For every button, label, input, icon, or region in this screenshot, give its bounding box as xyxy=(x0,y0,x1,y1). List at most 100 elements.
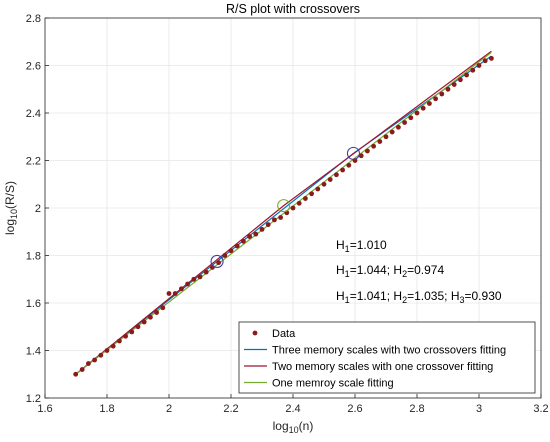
data-point xyxy=(191,276,197,282)
data-point xyxy=(98,352,104,358)
y-tick-label: 1.8 xyxy=(26,251,41,263)
x-tick-label: 3 xyxy=(476,403,482,415)
data-point xyxy=(365,148,370,154)
x-tick-label: 1.8 xyxy=(99,403,114,415)
data-point xyxy=(296,200,302,206)
data-point xyxy=(234,243,240,249)
data-point xyxy=(389,129,395,135)
crossover-markers xyxy=(210,146,361,268)
x-tick-label: 3.2 xyxy=(533,403,548,415)
data-point xyxy=(179,286,184,292)
data-point xyxy=(253,231,259,237)
y-tick-label: 1.2 xyxy=(26,393,41,405)
data-point xyxy=(420,105,426,111)
data-point xyxy=(464,72,469,78)
data-point xyxy=(383,134,389,140)
fit-line xyxy=(75,50,492,375)
data-point xyxy=(241,238,246,244)
data-point xyxy=(427,101,432,106)
data-point xyxy=(482,58,488,64)
data-point xyxy=(346,162,352,168)
y-tick-label: 2.6 xyxy=(26,61,41,73)
x-axis-label: log10(n) xyxy=(273,419,314,435)
data-point xyxy=(135,324,141,330)
data-point xyxy=(458,77,463,83)
data-point xyxy=(408,115,414,121)
legend-marker xyxy=(252,330,258,336)
data-point xyxy=(197,274,203,280)
y-tick-label: 1.6 xyxy=(26,298,41,310)
crossover-circle xyxy=(346,146,361,160)
y-tick-label: 2.4 xyxy=(26,108,41,120)
x-tick-label: 2 xyxy=(166,403,172,415)
data-point xyxy=(489,55,494,61)
data-point xyxy=(141,319,147,325)
legend: Data Three memory scales with two crossov… xyxy=(238,321,536,394)
crossover-circle xyxy=(210,254,224,268)
y-tick-label: 1.4 xyxy=(26,346,41,358)
data-point xyxy=(451,82,457,87)
data-point xyxy=(222,253,228,258)
data-point xyxy=(216,260,222,266)
data-point xyxy=(129,329,135,335)
data-point xyxy=(315,186,321,192)
data-point xyxy=(86,361,91,366)
data-point xyxy=(439,91,445,97)
x-tick-label: 2.2 xyxy=(223,403,238,415)
legend-label: Data xyxy=(272,328,296,340)
data-point xyxy=(79,367,85,372)
data-point xyxy=(104,348,110,353)
data-point xyxy=(265,222,271,228)
legend-label: Three memory scales with two crossovers … xyxy=(272,345,506,357)
data-point xyxy=(396,124,401,130)
data-point xyxy=(148,314,153,320)
data-point xyxy=(259,226,265,232)
axis-ticks: 1.6 1.8 2 2.2 2.4 2.6 2.8 3 3.2 1.2 1.4 1.6 1.8 2 2.2 2… xyxy=(26,13,549,415)
data-point xyxy=(160,305,166,311)
data-point xyxy=(433,96,438,102)
data-point xyxy=(185,281,191,287)
data-point xyxy=(358,153,364,159)
data-point xyxy=(340,167,345,173)
fit-line xyxy=(75,55,492,375)
legend-label: Two memory scales with one crossover fit… xyxy=(272,361,493,373)
data-point xyxy=(203,269,209,275)
data-point xyxy=(327,177,333,182)
legend-box xyxy=(238,321,536,394)
y-tick-label: 2.8 xyxy=(26,13,41,25)
data-point xyxy=(445,86,451,92)
data-point xyxy=(117,338,122,344)
x-tick-label: 2.4 xyxy=(285,403,300,415)
data-point xyxy=(334,172,339,178)
y-tick-label: 2 xyxy=(35,203,41,215)
hurst-annotation: H1=1.044; H2=0.974 xyxy=(336,263,444,279)
data-point xyxy=(247,234,253,239)
data-point xyxy=(228,248,234,254)
data-point xyxy=(309,191,314,197)
data-point xyxy=(278,215,283,220)
data-point xyxy=(470,67,476,73)
data-point xyxy=(123,333,128,339)
hurst-annotation: H1=1.041; H2=1.035; H3=0.930 xyxy=(336,289,502,305)
hurst-annotation: H1=1.010 xyxy=(336,238,387,254)
data-point xyxy=(377,139,383,144)
data-point xyxy=(172,291,178,296)
data-point xyxy=(476,63,482,68)
crossover-circle xyxy=(277,199,291,213)
data-point xyxy=(154,310,160,315)
data-point xyxy=(166,291,172,296)
y-tick-label: 2.2 xyxy=(26,156,41,168)
chart-title: R/S plot with crossovers xyxy=(226,2,360,16)
data-point xyxy=(402,120,407,125)
x-tick-label: 2.6 xyxy=(347,403,362,415)
data-point xyxy=(371,143,376,149)
data-point xyxy=(290,205,296,211)
data-point xyxy=(73,371,79,377)
y-axis-label: log10(R/S) xyxy=(3,181,19,235)
data-point xyxy=(303,196,308,201)
x-tick-label: 1.6 xyxy=(37,403,52,415)
data-points xyxy=(73,55,494,377)
data-point xyxy=(92,357,97,363)
data-point xyxy=(414,110,420,116)
